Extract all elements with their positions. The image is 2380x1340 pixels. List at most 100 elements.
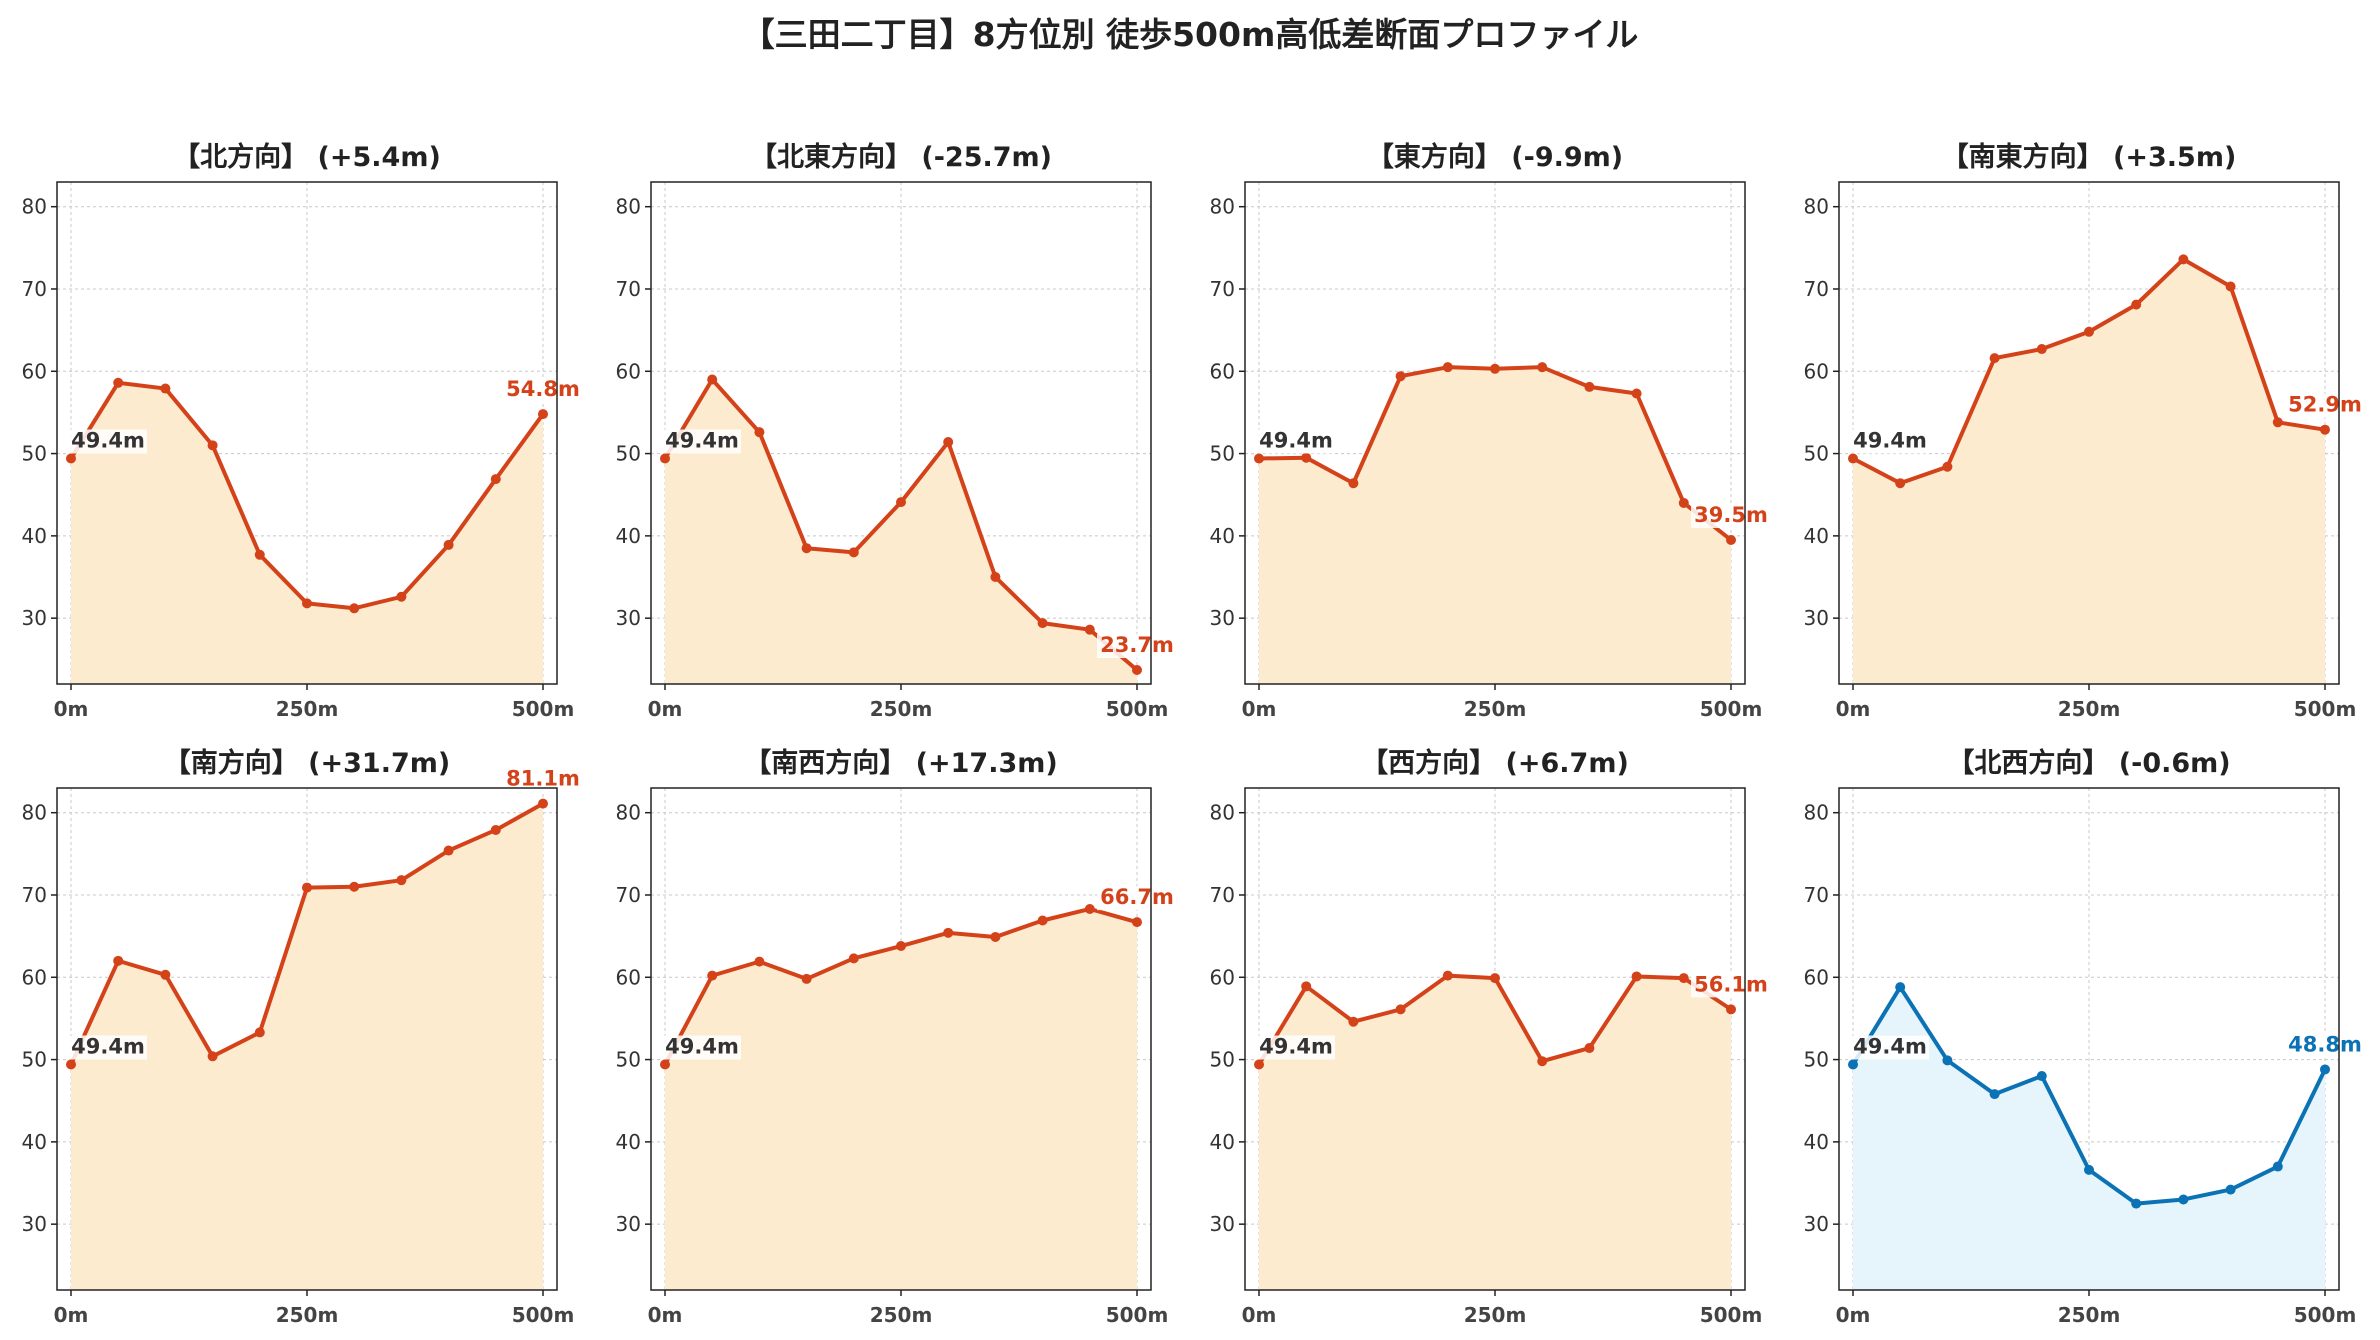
ytick-label: 70 [616,883,641,907]
xtick-label: 500m [512,1303,575,1327]
data-point [2320,1064,2330,1075]
end-label-bg [1097,886,1177,911]
end-label: 81.1m [506,767,580,791]
profile-area [665,379,1137,684]
ytick-label: 50 [1804,442,1829,466]
data-point [1848,453,1858,464]
data-point [896,497,906,508]
data-point [896,941,906,952]
ytick-label: 70 [1804,883,1829,907]
data-point [254,549,265,560]
subplot-5: 【南方向】 (+31.7m) 49.4m 81.1m 30 40 50 60 70 80 0m 25… [22,747,583,1327]
data-point [801,973,812,984]
data-point [207,440,218,451]
end-label: 23.7m [1100,633,1174,657]
xtick-label: 0m [1242,1303,1277,1327]
ytick-label: 60 [1210,965,1235,989]
data-point [1132,917,1142,928]
ytick-label: 60 [22,965,47,989]
data-point [1301,981,1312,992]
subplot-title: 【南方向】 (+31.7m) [164,747,450,779]
start-label: 49.4m [1259,1035,1333,1059]
data-point [1490,363,1500,374]
data-point [490,824,501,835]
xtick-label: 250m [2058,1303,2121,1327]
data-point [1348,1016,1359,1027]
ytick-label: 80 [22,801,47,825]
start-label-bg [1851,1035,1929,1060]
data-point [1037,618,1048,629]
xtick-label: 0m [54,1303,89,1327]
end-label-bg [2285,393,2365,418]
xtick-label: 500m [1106,697,1169,721]
data-point [1942,461,1953,472]
data-point [2225,1184,2236,1195]
end-label-bg [2285,1033,2365,1058]
xtick-label: 0m [648,697,683,721]
ytick-label: 30 [22,606,47,630]
data-point [207,1051,218,1062]
data-point [1895,478,1906,489]
xtick-label: 250m [276,697,339,721]
ytick-label: 70 [22,883,47,907]
data-point [1084,624,1095,635]
start-label-bg [663,1035,741,1060]
data-point [754,427,765,438]
data-point [2272,417,2283,428]
ytick-label: 50 [616,442,641,466]
data-point [302,882,312,893]
data-point [754,956,765,967]
ytick-label: 80 [616,195,641,219]
ytick-label: 30 [1804,1212,1829,1236]
data-point [1490,973,1500,984]
start-label-bg [663,429,741,454]
data-point [396,591,407,602]
xtick-label: 500m [2294,697,2357,721]
ytick-label: 60 [616,359,641,383]
ytick-label: 30 [1210,606,1235,630]
profile-area [1853,987,2325,1290]
data-point [1395,371,1406,382]
data-point [349,881,360,892]
data-point [2131,1198,2142,1209]
data-point [396,875,407,886]
start-label-bg [69,1035,147,1060]
ytick-label: 30 [1804,606,1829,630]
ytick-label: 80 [1804,801,1829,825]
ytick-label: 70 [616,277,641,301]
start-label: 49.4m [665,429,739,453]
ytick-label: 60 [616,965,641,989]
data-point [538,798,548,809]
ytick-label: 40 [1210,524,1235,548]
ytick-label: 80 [616,801,641,825]
ytick-label: 40 [1804,524,1829,548]
ytick-label: 60 [1804,965,1829,989]
start-label-bg [1257,1035,1335,1060]
data-point [113,955,124,966]
profile-area [665,908,1137,1290]
data-point [1989,1089,2000,1100]
data-point [2084,326,2094,337]
data-point [490,474,501,485]
ytick-label: 40 [22,1130,47,1154]
data-point [1895,982,1906,993]
data-point [660,1059,670,1070]
ytick-label: 70 [1210,883,1235,907]
ytick-label: 50 [22,1048,47,1072]
ytick-label: 30 [22,1212,47,1236]
ytick-label: 80 [1210,195,1235,219]
data-point [2036,344,2047,355]
data-point [1584,381,1595,392]
ytick-label: 30 [1210,1212,1235,1236]
ytick-label: 50 [1804,1048,1829,1072]
start-label: 49.4m [1853,1035,1927,1059]
chart-title: 【三田二丁目】8方位別 徒歩500m高低差断面プロファイル [741,15,1639,54]
data-point [990,931,1001,942]
data-point [349,603,360,614]
data-point [943,437,954,448]
ytick-label: 30 [616,606,641,630]
ytick-label: 60 [1804,359,1829,383]
subplot-title: 【南西方向】 (+17.3m) [744,747,1057,779]
data-point [160,969,171,980]
start-label-bg [69,429,147,454]
